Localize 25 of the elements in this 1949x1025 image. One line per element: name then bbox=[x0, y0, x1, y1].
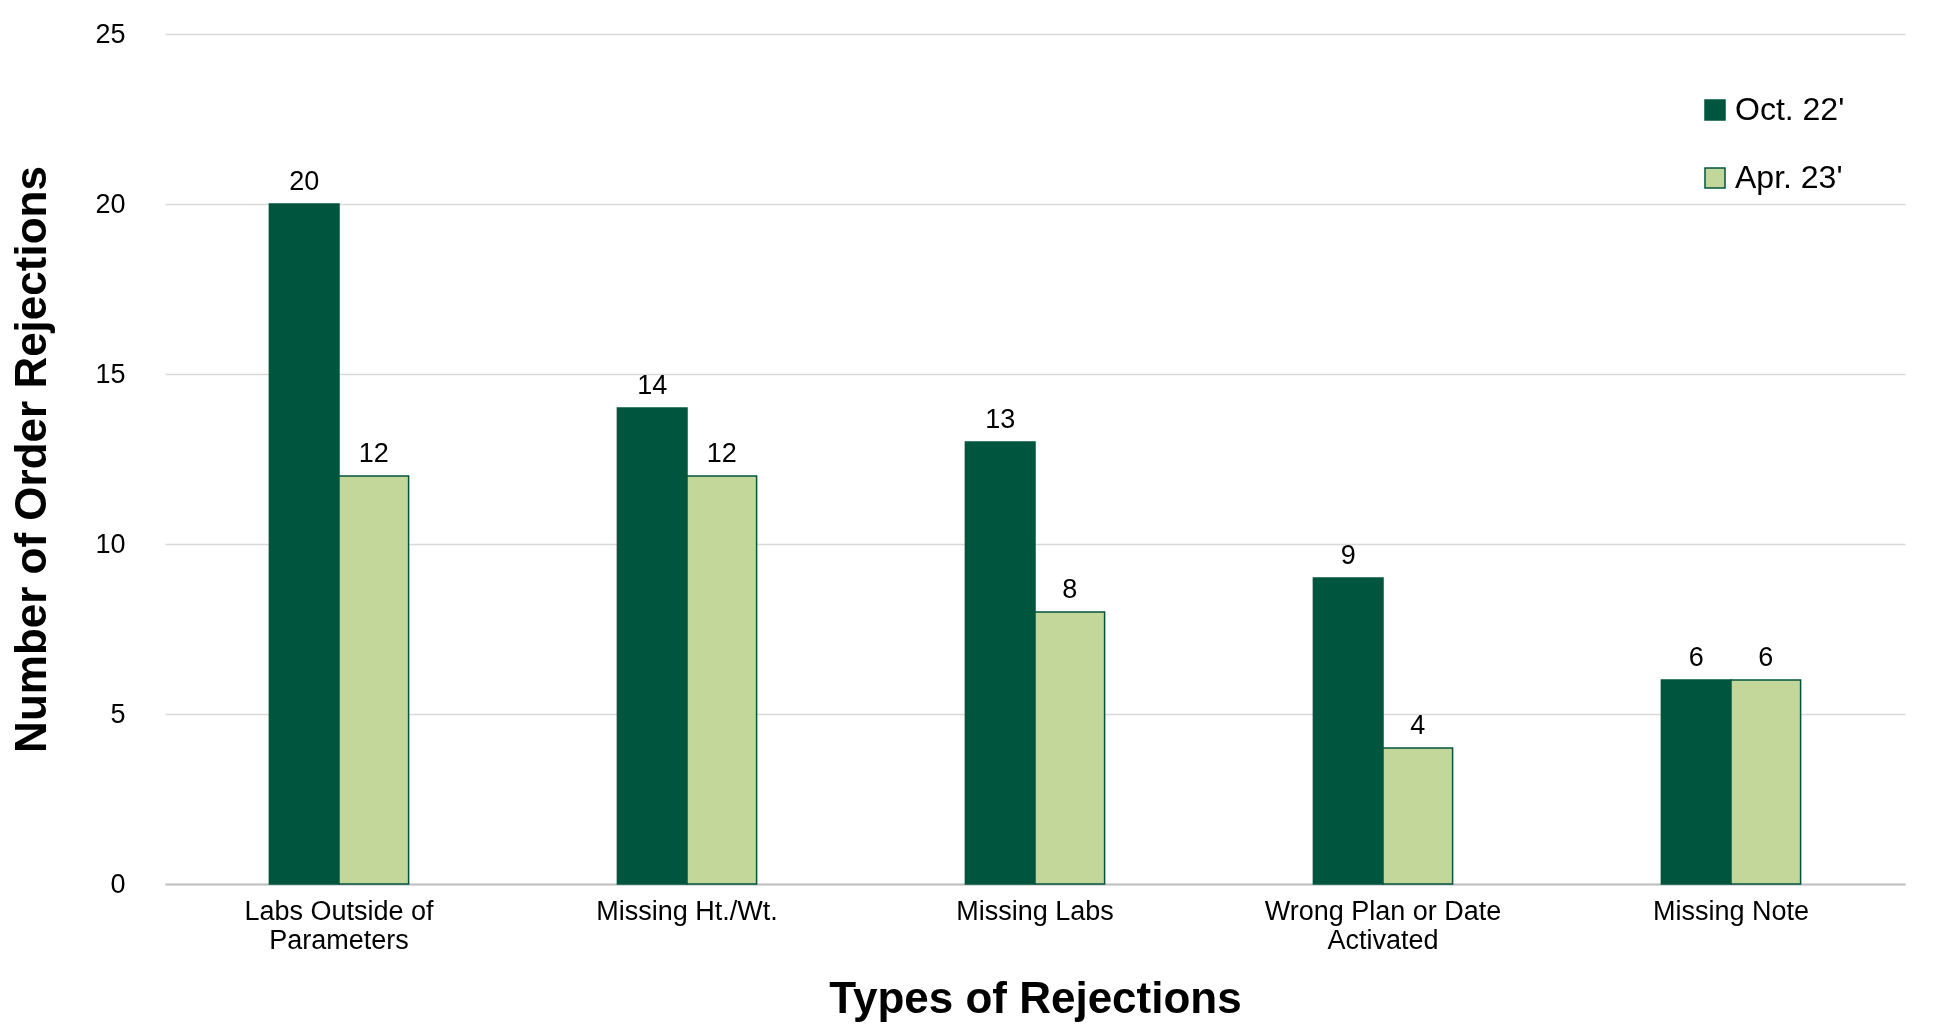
data-label: 6 bbox=[1758, 642, 1774, 672]
x-axis-title: Types of Rejections bbox=[829, 972, 1242, 1022]
y-tick-label: 10 bbox=[95, 528, 126, 559]
data-label: 12 bbox=[358, 438, 389, 468]
x-tick-label: Missing Note bbox=[1652, 895, 1810, 926]
y-tick-label: 15 bbox=[95, 358, 126, 389]
x-tick-label: Labs Outside of Parameters bbox=[244, 895, 435, 955]
legend-label: Apr. 23' bbox=[1735, 159, 1843, 195]
y-tick-label: 5 bbox=[110, 698, 126, 729]
legend-label: Oct. 22' bbox=[1735, 91, 1845, 127]
x-tick-label: Missing Ht./Wt. bbox=[596, 895, 778, 926]
x-tick-label: Wrong Plan or Date Activated bbox=[1264, 895, 1502, 955]
data-label: 20 bbox=[289, 166, 320, 196]
x-tick-label: Missing Labs bbox=[956, 895, 1114, 926]
y-tick-label: 25 bbox=[95, 18, 126, 49]
data-label: 14 bbox=[637, 370, 668, 400]
y-axis-title: Number of Order Rejections bbox=[6, 166, 56, 753]
data-label: 13 bbox=[985, 404, 1016, 434]
data-label: 9 bbox=[1340, 540, 1356, 570]
y-tick-label: 20 bbox=[95, 188, 126, 219]
y-tick-label: 0 bbox=[110, 868, 126, 899]
data-label: 8 bbox=[1062, 574, 1078, 604]
data-label: 12 bbox=[706, 438, 737, 468]
data-label: 4 bbox=[1410, 710, 1426, 740]
data-label: 6 bbox=[1688, 642, 1704, 672]
